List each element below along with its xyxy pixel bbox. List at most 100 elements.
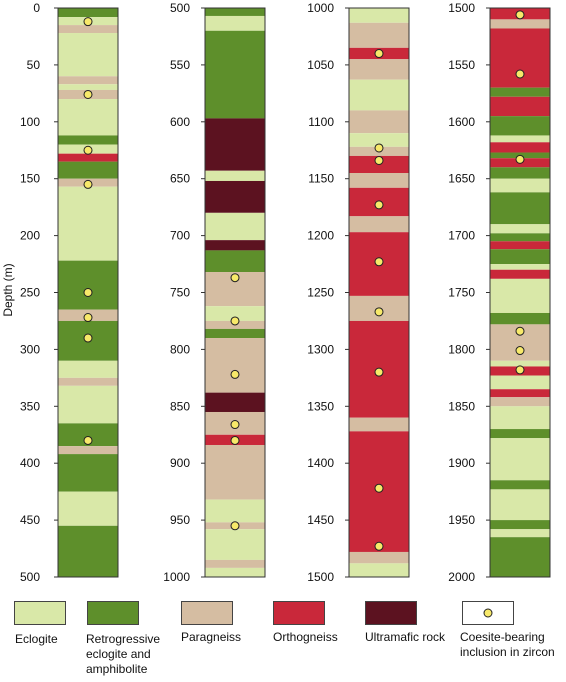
column-4-layer: [490, 269, 550, 279]
column-4-layer: [490, 529, 550, 538]
column-4-layer: [490, 375, 550, 390]
column-1-layer: [58, 423, 118, 447]
legend-swatch-retrogressive: [87, 601, 139, 625]
column-1-layer: [58, 525, 118, 577]
tick-label: 950: [170, 513, 190, 527]
column-1-layer: [58, 454, 118, 492]
column-4-layer: [490, 537, 550, 577]
column-3-layer: [349, 216, 409, 233]
tick-label: 1550: [448, 58, 475, 72]
legend-label-orthogneiss: Orthogneiss: [273, 630, 338, 644]
column-3-layer: [349, 173, 409, 188]
column-4-layer: [490, 19, 550, 29]
tick-label: 1850: [448, 399, 475, 413]
legend-swatch-coesite: [462, 601, 514, 625]
column-1-layer: [58, 360, 118, 378]
column-3-layer: [349, 110, 409, 134]
column-2-layer: [205, 306, 265, 321]
column-4-layer: [490, 406, 550, 430]
tick-label: 800: [170, 342, 190, 356]
column-4-layer: [490, 480, 550, 490]
column-1-layer: [58, 446, 118, 455]
column-4-layer: [490, 520, 550, 530]
tick-label: 1300: [307, 342, 334, 356]
coesite-inclusion-dot: [374, 541, 384, 551]
legend-label-coesite: Coesite-bearing inclusion in zircon: [460, 630, 555, 659]
column-1-layer: [58, 153, 118, 162]
coesite-inclusion-dot: [83, 89, 93, 99]
column-4-layer: [490, 264, 550, 270]
coesite-inclusion-dot: [230, 420, 240, 430]
tick-label: 1500: [307, 570, 334, 584]
coesite-inclusion-dot: [374, 257, 384, 267]
coesite-inclusion-dot: [83, 145, 93, 155]
column-2-layer: [205, 170, 265, 181]
column-4-layer: [490, 249, 550, 265]
coesite-inclusion-dot: [515, 10, 525, 20]
tick-label: 350: [20, 399, 40, 413]
column-2-layer: [205, 118, 265, 171]
legend-swatch-ultramafic: [365, 601, 417, 625]
column-3-layer: [349, 79, 409, 111]
column-2-layer: [205, 529, 265, 560]
coesite-inclusion-dot: [374, 143, 384, 153]
coesite-inclusion-dot: [83, 435, 93, 445]
column-3-layer: [349, 8, 409, 23]
tick-label: 250: [20, 286, 40, 300]
column-4-layer: [490, 278, 550, 313]
column-3-layer: [349, 59, 409, 80]
tick-label: 1350: [307, 399, 334, 413]
column-3-layer: [349, 563, 409, 577]
tick-label: 1650: [448, 172, 475, 186]
column-2-layer: [205, 499, 265, 523]
column-4-layer: [490, 87, 550, 97]
tick-label: 1050: [307, 58, 334, 72]
tick-label: 1000: [307, 1, 334, 15]
tick-label: 2000: [448, 570, 475, 584]
tick-label: 1800: [448, 342, 475, 356]
column-4-layer: [490, 312, 550, 325]
tick-label: 1900: [448, 456, 475, 470]
column-2-layer: [205, 212, 265, 241]
coesite-inclusion-dot: [374, 483, 384, 493]
tick-label: 1000: [163, 570, 190, 584]
coesite-inclusion-dot: [83, 179, 93, 189]
tick-label: 1200: [307, 229, 334, 243]
tick-label: 300: [20, 342, 40, 356]
column-4-layer: [490, 167, 550, 179]
column-4-layer: [490, 397, 550, 407]
column-2-layer: [205, 444, 265, 500]
legend-swatch-paragneiss: [181, 601, 233, 625]
tick-label: 0: [33, 1, 40, 15]
tick-label: 600: [170, 115, 190, 129]
column-3-layer: [349, 22, 409, 48]
legend-swatch-eclogite: [14, 601, 66, 625]
column-4-layer: [490, 142, 550, 153]
column-4-layer: [490, 224, 550, 234]
tick-label: 100: [20, 115, 40, 129]
coesite-inclusion-dot: [83, 313, 93, 323]
tick-label: 850: [170, 399, 190, 413]
column-4-layer: [490, 489, 550, 521]
tick-label: 500: [20, 570, 40, 584]
tick-label: 400: [20, 456, 40, 470]
column-2-layer: [205, 567, 265, 577]
coesite-inclusion-dot: [230, 369, 240, 379]
column-2-layer: [205, 392, 265, 412]
column-4-layer: [490, 178, 550, 193]
column-2-layer: [205, 15, 265, 31]
column-1-layer: [58, 135, 118, 145]
column-4-layer: [490, 28, 550, 88]
legend-label-ultramafic: Ultramafic rock: [365, 630, 446, 644]
column-4-layer: [490, 438, 550, 481]
coesite-inclusion-dot: [83, 17, 93, 27]
tick-label: 200: [20, 229, 40, 243]
depth-columns: 0 50 100 150 200 250 300 350 400 450 500 500 550 600 6…: [1, 1, 551, 584]
legend-label-eclogite: Eclogite: [15, 632, 58, 646]
column-1-layer: [58, 33, 118, 77]
column-1-layer: [58, 25, 118, 34]
column-2-layer: [205, 328, 265, 339]
tick-label: 750: [170, 286, 190, 300]
coesite-inclusion-dot: [374, 367, 384, 377]
